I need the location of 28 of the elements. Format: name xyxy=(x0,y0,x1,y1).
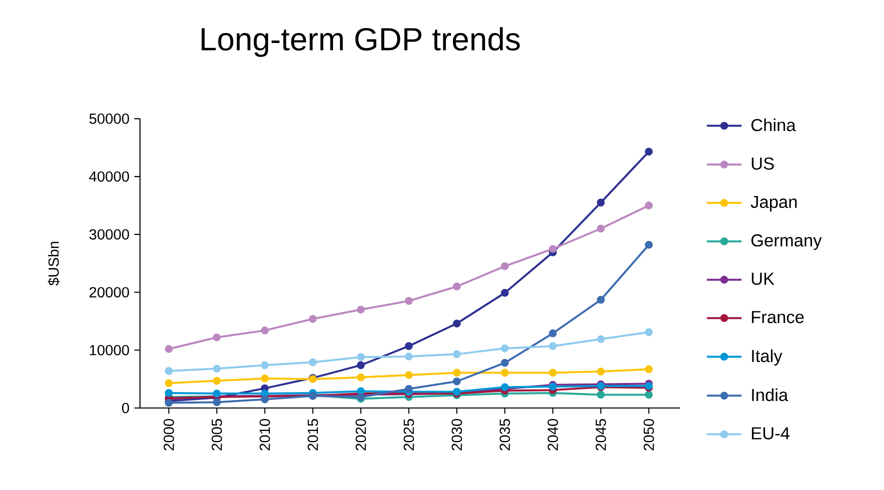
y-tick-label: 20000 xyxy=(90,287,130,298)
y-tick-label: 40000 xyxy=(89,171,130,182)
chart-title: Long-term GDP trends xyxy=(202,27,520,57)
legend-label: US xyxy=(752,157,774,170)
y-tick-label: 0 xyxy=(122,402,130,414)
legend-label: Japan xyxy=(750,196,797,212)
legend-label: India xyxy=(752,388,788,402)
y-tick-label: 10000 xyxy=(90,344,130,356)
legend-label: UK xyxy=(752,272,774,285)
x-tick-label: 2020 xyxy=(356,418,366,450)
x-tick-label: 2025 xyxy=(404,419,414,450)
y-axis-title: $USbn xyxy=(48,242,60,286)
x-tick-label: 2030 xyxy=(452,418,462,450)
legend-label: China xyxy=(751,118,796,132)
x-tick-label: 2040 xyxy=(548,418,558,450)
x-tick-label: 2010 xyxy=(260,418,270,450)
legend-label: Germany xyxy=(751,234,822,250)
legend-label: France xyxy=(752,311,804,324)
x-tick-label: 2035 xyxy=(500,419,510,450)
legend-label: EU-4 xyxy=(752,427,790,440)
y-tick-label: 50000 xyxy=(89,113,130,124)
x-tick-label: 2005 xyxy=(212,419,222,450)
legend-label: Italy xyxy=(752,349,782,366)
x-tick-label: 2000 xyxy=(164,418,174,450)
x-tick-label: 2045 xyxy=(596,419,606,450)
x-tick-label: 2015 xyxy=(308,419,318,450)
x-tick-label: 2050 xyxy=(644,418,654,450)
y-tick-label: 30000 xyxy=(89,229,130,240)
